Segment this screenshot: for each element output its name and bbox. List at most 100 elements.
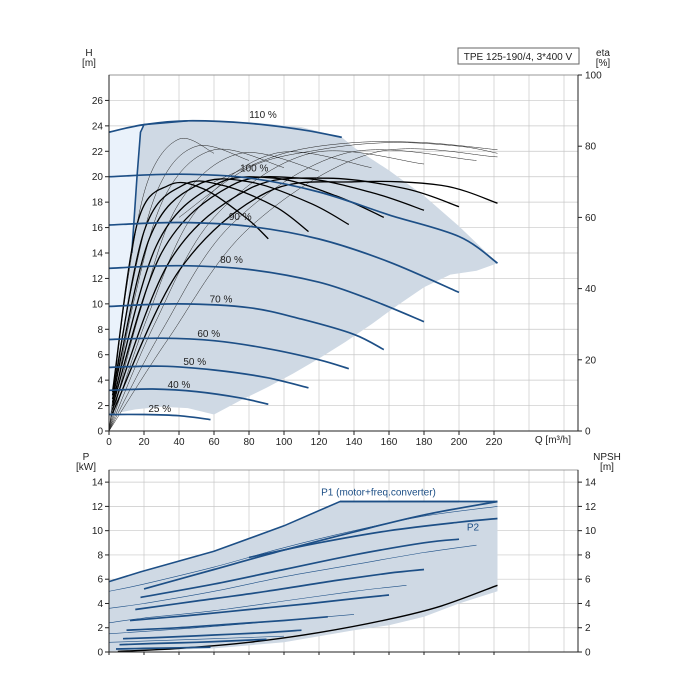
npsh-axis-label: NPSH [m] bbox=[593, 452, 621, 473]
x-tick-label: 120 bbox=[311, 437, 328, 448]
x-tick-label: 160 bbox=[381, 437, 398, 448]
x-tick-label: 20 bbox=[138, 437, 150, 448]
series-line bbox=[108, 119, 342, 139]
series-line bbox=[140, 538, 460, 599]
series-line bbox=[143, 500, 498, 590]
y-tick-label: 2 bbox=[97, 401, 103, 412]
series-label: 80 % bbox=[220, 255, 243, 266]
y-tick-label: 10 bbox=[92, 526, 104, 537]
y-tick-label: 0 bbox=[97, 427, 103, 438]
y-tick-label: 10 bbox=[92, 299, 104, 310]
efficiency-thin-curve bbox=[108, 148, 498, 432]
x-tick-label: 60 bbox=[208, 437, 220, 448]
y-tick-label: 4 bbox=[97, 376, 103, 387]
y2-tick-label: 80 bbox=[585, 142, 597, 153]
y2-tick-label: 0 bbox=[585, 648, 591, 659]
series-line bbox=[108, 337, 350, 370]
h-axis-label: H [m] bbox=[82, 48, 96, 69]
series-label: P2 bbox=[467, 523, 480, 534]
y-tick-label: 12 bbox=[92, 274, 104, 285]
efficiency-thin-curve bbox=[213, 141, 498, 183]
efficiency-thin-curve bbox=[178, 142, 498, 218]
y2-tick-label: 60 bbox=[585, 213, 597, 224]
model-title-box: TPE 125-190/4, 3*400 V bbox=[457, 47, 580, 65]
power-thin-curve bbox=[108, 635, 285, 643]
power-thin-curve bbox=[108, 585, 407, 624]
series-label: 100 % bbox=[240, 164, 268, 175]
series-line bbox=[119, 638, 267, 646]
y-tick-label: 16 bbox=[92, 223, 104, 234]
series-label: 110 % bbox=[249, 110, 277, 121]
x-axis-label: Q [m³/h] bbox=[535, 435, 571, 446]
x-tick-label: 180 bbox=[416, 437, 433, 448]
series-label: 60 % bbox=[197, 329, 220, 340]
y-tick-label: 14 bbox=[92, 249, 104, 260]
series-label: 70 % bbox=[210, 295, 233, 306]
y2-tick-label: 100 bbox=[585, 71, 602, 82]
y-tick-label: 2 bbox=[97, 623, 103, 634]
y2-tick-label: 0 bbox=[585, 427, 591, 438]
efficiency-curve bbox=[111, 175, 425, 407]
y-tick-label: 18 bbox=[92, 198, 104, 209]
series-line bbox=[108, 173, 498, 264]
x-tick-label: 100 bbox=[276, 437, 293, 448]
efficiency-curve bbox=[111, 181, 269, 392]
efficiency-thin-curve bbox=[108, 150, 425, 432]
y-tick-label: 8 bbox=[97, 325, 103, 336]
y-tick-label: 6 bbox=[97, 575, 103, 586]
series-line bbox=[129, 594, 390, 622]
series-line bbox=[108, 303, 385, 351]
series-label: P1 (motor+freq.converter) bbox=[321, 487, 436, 498]
y2-tick-label: 8 bbox=[585, 550, 591, 561]
y-tick-label: 20 bbox=[92, 172, 104, 183]
y2-tick-label: 14 bbox=[585, 478, 597, 489]
power-thin-curve bbox=[108, 544, 477, 609]
series-line bbox=[126, 615, 328, 632]
y2-tick-label: 20 bbox=[585, 355, 597, 366]
eta-axis-label: eta [%] bbox=[596, 48, 611, 69]
y2-tick-label: 6 bbox=[585, 575, 591, 586]
p-axis-label: P [kW] bbox=[76, 452, 96, 473]
y-tick-label: 0 bbox=[97, 648, 103, 659]
efficiency-thin-curve bbox=[108, 148, 285, 432]
series-line bbox=[115, 646, 211, 650]
y2-tick-label: 40 bbox=[585, 284, 597, 295]
x-tick-label: 0 bbox=[106, 437, 112, 448]
series-label: 25 % bbox=[148, 404, 171, 415]
y2-tick-label: 4 bbox=[585, 599, 591, 610]
y-tick-label: 6 bbox=[97, 350, 103, 361]
power-flow-chart: 0 2 4 6 8 10 12 14 0 2 4 6 8 10 12 14 P1 (motor+freq.con… bbox=[76, 452, 621, 659]
y-tick-label: 26 bbox=[92, 96, 104, 107]
x-tick-label: 40 bbox=[173, 437, 185, 448]
y-tick-label: 14 bbox=[92, 478, 104, 489]
light-region bbox=[109, 124, 141, 415]
series-label: 50 % bbox=[183, 357, 206, 368]
efficiency-thin-curve bbox=[108, 145, 250, 432]
y-tick-label: 12 bbox=[92, 502, 104, 513]
y-tick-label: 4 bbox=[97, 599, 103, 610]
operating-envelope bbox=[109, 120, 498, 415]
series-line bbox=[108, 221, 460, 294]
y-tick-label: 8 bbox=[97, 550, 103, 561]
y2-tick-label: 2 bbox=[585, 623, 591, 634]
series-line bbox=[108, 388, 269, 406]
x-tick-label: 140 bbox=[346, 437, 363, 448]
series-line bbox=[108, 413, 211, 421]
series-line bbox=[135, 568, 425, 611]
series-line bbox=[122, 629, 302, 640]
efficiency-curve bbox=[111, 176, 385, 403]
series-line bbox=[108, 365, 309, 389]
series-line bbox=[108, 264, 425, 323]
y-tick-label: 22 bbox=[92, 147, 104, 158]
chart-title: TPE 125-190/4, 3*400 V bbox=[464, 52, 573, 63]
y2-tick-label: 10 bbox=[585, 526, 597, 537]
efficiency-thin-curve bbox=[108, 151, 372, 432]
efficiency-curve bbox=[111, 180, 498, 414]
power-thin-curve bbox=[108, 506, 498, 592]
series-label: 90 % bbox=[229, 212, 252, 223]
efficiency-thin-curve bbox=[108, 152, 320, 432]
y-tick-label: 24 bbox=[92, 121, 104, 132]
